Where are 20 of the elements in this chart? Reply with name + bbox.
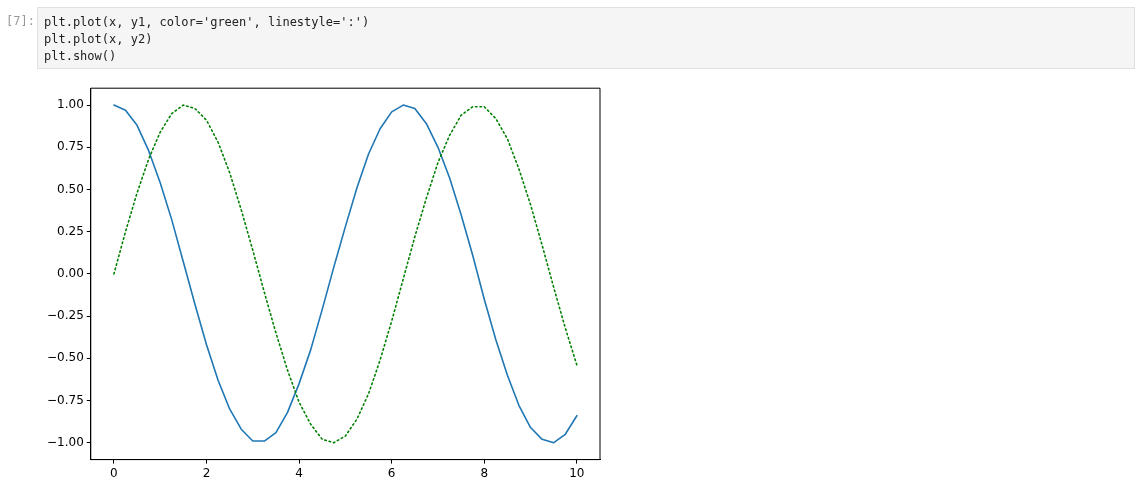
- x-tick-label: 8: [480, 465, 489, 480]
- y-tick-label: −0.75: [46, 392, 84, 407]
- y-tick-label: −1.00: [46, 434, 84, 449]
- x-tick-label: 4: [295, 465, 303, 480]
- x-tick-label: 10: [569, 465, 585, 480]
- x-tick-label: 2: [202, 465, 211, 480]
- y-tick-label: 0.00: [57, 266, 84, 281]
- y-tick-label: 1.00: [57, 97, 84, 112]
- x-tick-label: 0: [110, 465, 118, 480]
- y-tick-label: −0.25: [46, 308, 84, 323]
- y-tick-label: 0.25: [57, 223, 84, 238]
- x-tick-label: 6: [387, 465, 396, 480]
- y-tick-label: 0.50: [57, 181, 84, 196]
- y-tick-label: 0.75: [57, 139, 84, 154]
- y-tick-label: −0.50: [46, 350, 84, 365]
- text: [7]:: [6, 14, 35, 28]
- text: plt.show(): [44, 49, 117, 63]
- line-series: [113, 104, 578, 444]
- text: plt.plot(x, y1, color='green', linestyle=':'): [44, 15, 370, 29]
- text: plt.plot(x, y2): [44, 32, 153, 46]
